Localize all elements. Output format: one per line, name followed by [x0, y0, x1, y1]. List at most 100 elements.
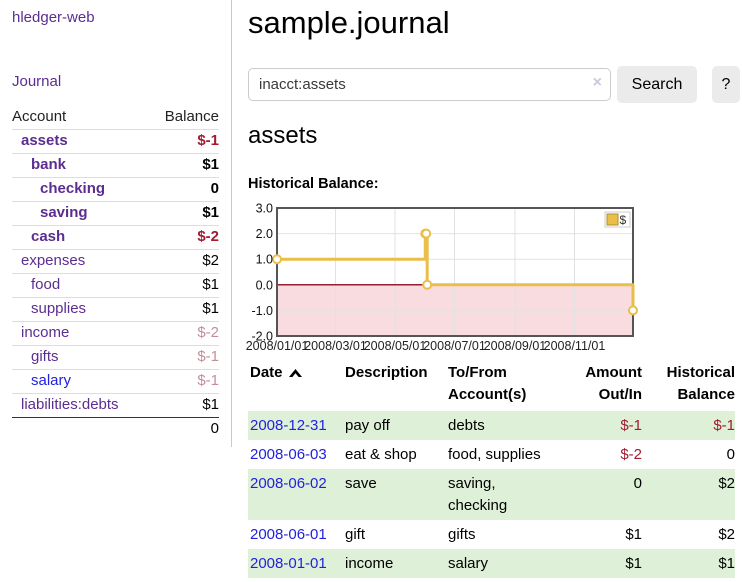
- cell-accounts: debts: [448, 417, 485, 434]
- register-row: 2008-06-02 save saving, checking 0 $2: [248, 469, 735, 520]
- date-link[interactable]: 2008-06-02: [250, 475, 327, 492]
- account-balance: $-1: [197, 348, 219, 365]
- account-heading: assets: [248, 122, 318, 149]
- app-title-link[interactable]: hledger-web: [12, 9, 95, 26]
- account-balance: $-2: [197, 228, 219, 245]
- date-link[interactable]: 2008-12-31: [250, 417, 327, 434]
- svg-text:2008/11/01: 2008/11/01: [544, 339, 606, 353]
- account-link-checking[interactable]: checking: [40, 180, 106, 197]
- cell-amount: $-2: [620, 446, 642, 463]
- search-form: × Search ?: [248, 66, 742, 103]
- account-link-income[interactable]: income: [21, 324, 70, 341]
- account-link-gifts[interactable]: gifts: [31, 348, 59, 365]
- register-row: 2008-12-31 pay off debts $-1 $-1: [248, 411, 735, 440]
- account-link-food[interactable]: food: [31, 276, 61, 293]
- account-link-assets[interactable]: assets: [21, 132, 68, 149]
- account-row: expenses $2: [12, 249, 219, 273]
- svg-text:0.0: 0.0: [256, 278, 273, 292]
- svg-text:2008/01/01: 2008/01/01: [246, 339, 309, 353]
- account-link-saving[interactable]: saving: [40, 204, 88, 221]
- svg-text:1.0: 1.0: [256, 253, 273, 267]
- cell-description: eat & shop: [345, 446, 417, 463]
- page-title: sample.journal: [248, 5, 450, 40]
- accounts-rows: assets $-1 bank $1 checking 0 saving $1 cash $-2 e…: [12, 129, 219, 417]
- cell-date: 2008-06-03: [248, 440, 345, 469]
- register-row: 2008-06-03 eat & shop food, supplies $-2 0: [248, 440, 735, 469]
- account-row: gifts $-1: [12, 345, 219, 369]
- account-balance: $1: [202, 156, 219, 173]
- search-button[interactable]: Search: [617, 66, 697, 103]
- account-row: income $-2: [12, 321, 219, 345]
- cell-balance: $2: [718, 526, 735, 543]
- cell-amount: 0: [633, 475, 642, 492]
- account-balance: $-1: [197, 132, 219, 149]
- svg-text:$: $: [620, 213, 627, 227]
- cell-balance: $1: [718, 555, 735, 572]
- cell-description: income: [345, 555, 394, 572]
- cell-accounts: food, supplies: [448, 446, 541, 463]
- caret-up-icon: [288, 369, 302, 377]
- svg-text:2008/05/01: 2008/05/01: [364, 339, 427, 353]
- date-link[interactable]: 2008-01-01: [250, 555, 327, 572]
- cell-accounts: salary: [448, 555, 489, 572]
- cell-date: 2008-12-31: [248, 411, 345, 440]
- account-row: assets $-1: [12, 129, 219, 153]
- account-balance: $1: [202, 396, 219, 413]
- historical-balance-chart: 3.0 2.0 1.0 0.0 -1.0 -2.0 2008/01/01 2008/03/01…: [244, 202, 644, 358]
- cell-description: gift: [345, 526, 366, 543]
- svg-text:-2.0: -2.0: [251, 330, 273, 344]
- accounts-header-balance: Balance: [164, 108, 219, 125]
- header-balance: Historical Balance: [666, 364, 735, 403]
- cell-description: save: [345, 475, 377, 492]
- cell-date: 2008-01-01: [248, 549, 345, 578]
- svg-text:2008/09/01: 2008/09/01: [484, 339, 547, 353]
- sidebar-item-journal[interactable]: Journal: [12, 73, 62, 90]
- account-balance: $1: [202, 300, 219, 317]
- cell-balance: $-1: [713, 417, 735, 434]
- header-date[interactable]: Date: [248, 360, 345, 406]
- cell-amount: $1: [625, 555, 642, 572]
- search-input[interactable]: [248, 68, 611, 101]
- account-row: saving $1: [12, 201, 219, 225]
- account-link-expenses[interactable]: expenses: [21, 252, 86, 269]
- header-amount: Amount Out/In: [585, 364, 642, 403]
- account-link-liabilities-debts[interactable]: liabilities:debts: [21, 396, 119, 413]
- clear-search-icon[interactable]: ×: [592, 74, 602, 91]
- account-row: bank $1: [12, 153, 219, 177]
- register-table: Date Description To/From Account(s) Amou…: [248, 360, 735, 578]
- svg-text:2.0: 2.0: [256, 227, 273, 241]
- account-row: liabilities:debts $1: [12, 393, 219, 417]
- cell-amount: $-1: [620, 417, 642, 434]
- account-row: cash $-2: [12, 225, 219, 249]
- account-link-supplies[interactable]: supplies: [31, 300, 87, 317]
- accounts-total-row: 0: [12, 417, 219, 441]
- svg-text:3.0: 3.0: [256, 203, 273, 216]
- cell-balance: $2: [718, 475, 735, 492]
- cell-description: pay off: [345, 417, 390, 434]
- register-rows: 2008-12-31 pay off debts $-1 $-1 2008-06-03 ea…: [248, 411, 735, 578]
- account-link-cash[interactable]: cash: [31, 228, 66, 245]
- account-balance: $1: [202, 204, 219, 221]
- account-balance: $-2: [197, 324, 219, 341]
- accounts-total-value: 0: [210, 420, 219, 437]
- account-row: checking 0: [12, 177, 219, 201]
- search-input-wrap: ×: [248, 68, 611, 101]
- cell-date: 2008-06-02: [248, 469, 345, 520]
- register-row: 2008-06-01 gift gifts $1 $2: [248, 520, 735, 549]
- cell-balance: 0: [726, 446, 735, 463]
- account-row: salary $-1: [12, 369, 219, 393]
- cell-accounts: gifts: [448, 526, 476, 543]
- header-description: Description: [345, 364, 428, 381]
- cell-amount: $1: [625, 526, 642, 543]
- account-link-salary[interactable]: salary: [31, 372, 72, 389]
- register-row: 2008-01-01 income salary $1 $1: [248, 549, 735, 578]
- account-balance: $2: [202, 252, 219, 269]
- date-link[interactable]: 2008-06-03: [250, 446, 327, 463]
- help-button[interactable]: ?: [712, 66, 740, 103]
- account-link-bank[interactable]: bank: [31, 156, 67, 173]
- main-content: sample.journal × Search ? assets Histori…: [246, 0, 742, 582]
- svg-text:2008/03/01: 2008/03/01: [304, 339, 367, 353]
- date-link[interactable]: 2008-06-01: [250, 526, 327, 543]
- account-balance: $1: [202, 276, 219, 293]
